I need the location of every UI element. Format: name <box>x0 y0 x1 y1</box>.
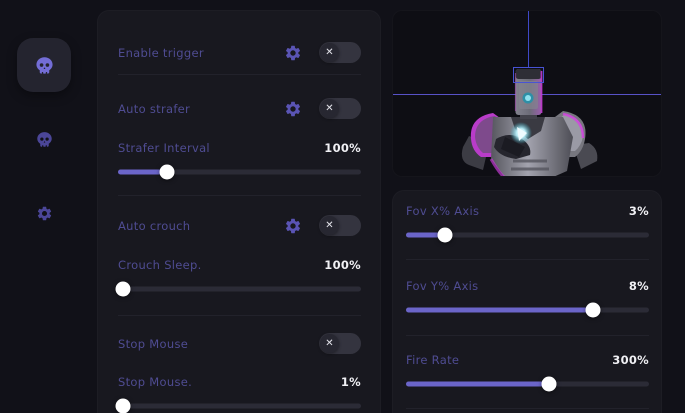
slider-label: Fire Rate <box>406 353 460 367</box>
x-icon: ✕ <box>325 337 334 349</box>
feature-row-stop-mouse: Stop Mouse ✕ <box>118 332 361 355</box>
slider-label: Fov Y% Axis <box>406 279 479 293</box>
toggle-knob: ✕ <box>320 334 339 353</box>
toggle-knob: ✕ <box>320 43 339 62</box>
sidebar-item-settings[interactable] <box>17 186 71 240</box>
toggle-auto-crouch[interactable]: ✕ <box>319 215 361 236</box>
slider-header: Fov X% Axis 3% <box>406 204 649 218</box>
slider-thumb[interactable] <box>437 227 453 243</box>
x-icon: ✕ <box>325 219 334 231</box>
slider-value: 8% <box>628 279 649 293</box>
slider-track[interactable] <box>118 286 361 292</box>
x-icon: ✕ <box>325 102 334 114</box>
sidebar <box>0 0 88 413</box>
slider-fill <box>406 232 445 238</box>
toggle-knob: ✕ <box>320 216 339 235</box>
slider-thumb[interactable] <box>541 376 557 392</box>
slider-label: Stop Mouse. <box>118 375 193 389</box>
toggle-knob: ✕ <box>320 99 339 118</box>
aim-settings-panel: Fov X% Axis 3% Fov Y% Axis 8% Fire Rate … <box>392 190 662 413</box>
slider-value: 1% <box>340 375 361 389</box>
feature-label: Auto strafer <box>118 101 191 116</box>
slider-track[interactable] <box>118 169 361 175</box>
slider-thumb[interactable] <box>115 398 131 413</box>
feature-label: Auto crouch <box>118 218 191 233</box>
skull-icon <box>35 56 54 75</box>
divider <box>118 195 361 196</box>
gear-icon[interactable] <box>284 217 302 235</box>
divider <box>406 335 649 336</box>
slider-value: 300% <box>612 353 649 367</box>
gear-icon[interactable] <box>284 100 302 118</box>
slider-thumb[interactable] <box>159 164 175 180</box>
head-target-box <box>513 67 544 83</box>
toggle-enable-trigger[interactable]: ✕ <box>319 42 361 63</box>
divider <box>118 315 361 316</box>
skull-icon <box>36 131 53 148</box>
slider-fire-rate[interactable] <box>406 376 649 392</box>
slider-fov-x-axis[interactable] <box>406 227 649 243</box>
slider-value: 100% <box>324 141 361 155</box>
toggle-stop-mouse[interactable]: ✕ <box>319 333 361 354</box>
feature-label: Enable trigger <box>118 45 204 60</box>
slider-fill <box>406 381 550 387</box>
slider-label: Strafer Interval <box>118 141 210 155</box>
feature-row-auto-crouch: Auto crouch ✕ <box>118 214 361 237</box>
slider-fill <box>406 307 594 313</box>
slider-fill <box>118 169 167 175</box>
slider-track[interactable] <box>406 232 649 238</box>
gear-icon <box>36 205 53 222</box>
slider-thumb[interactable] <box>585 302 601 318</box>
slider-strafer-interval[interactable] <box>118 164 361 180</box>
slider-value: 100% <box>324 258 361 272</box>
feature-row-auto-strafer: Auto strafer ✕ <box>118 97 361 120</box>
toggle-auto-strafer[interactable]: ✕ <box>319 98 361 119</box>
slider-header: Fov Y% Axis 8% <box>406 279 649 293</box>
aim-preview-panel <box>392 10 662 177</box>
slider-thumb[interactable] <box>115 281 131 297</box>
slider-header: Stop Mouse. 1% <box>118 375 361 389</box>
slider-track[interactable] <box>118 403 361 409</box>
robot-character <box>461 69 598 176</box>
slider-stop-mouse[interactable] <box>115 398 361 413</box>
x-icon: ✕ <box>325 46 334 58</box>
slider-crouch-sleep[interactable] <box>115 281 361 297</box>
sidebar-item-trigger[interactable] <box>17 112 71 166</box>
feature-label: Stop Mouse <box>118 336 189 351</box>
slider-header: Strafer Interval 100% <box>118 141 361 155</box>
slider-value: 3% <box>628 204 649 218</box>
feature-row-enable-trigger: Enable trigger ✕ <box>118 41 361 64</box>
slider-fov-y-axis[interactable] <box>406 302 649 318</box>
slider-header: Crouch Sleep. 100% <box>118 258 361 272</box>
divider <box>406 408 649 409</box>
slider-header: Fire Rate 300% <box>406 353 649 367</box>
divider <box>406 259 649 260</box>
features-panel: Enable trigger ✕ Auto strafer ✕ <box>97 10 381 413</box>
character-preview <box>393 11 661 176</box>
sidebar-item-aim[interactable] <box>17 38 71 92</box>
slider-label: Fov X% Axis <box>406 204 480 218</box>
slider-label: Crouch Sleep. <box>118 258 202 272</box>
divider <box>118 74 361 75</box>
gear-icon[interactable] <box>284 44 302 62</box>
